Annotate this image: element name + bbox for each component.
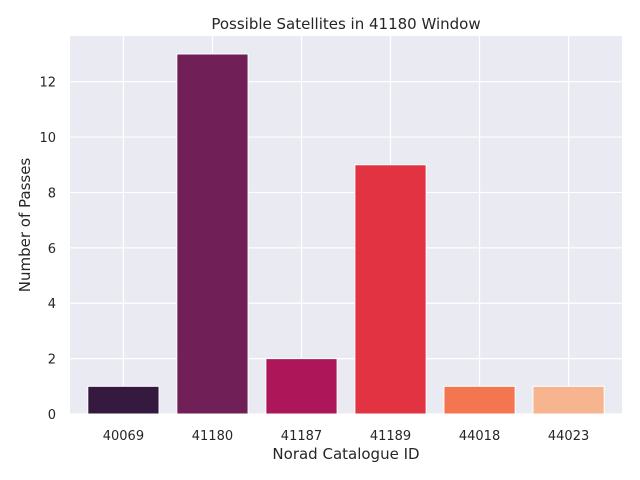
y-tick-label: 6	[48, 242, 56, 257]
x-axis-label: Norad Catalogue ID	[272, 445, 419, 463]
y-tick-label: 10	[39, 131, 56, 146]
x-tick-label: 41180	[192, 429, 233, 444]
plot-area	[70, 36, 622, 414]
bar-41189	[354, 164, 427, 415]
y-tick-label: 4	[48, 297, 56, 312]
x-tick-labels: 40069 41180 41187 41189 44018 44023	[103, 429, 590, 444]
x-tick-label: 44023	[548, 429, 589, 444]
y-tick-labels: 0 2 4 6 8 10 12	[39, 76, 56, 423]
bars	[87, 53, 605, 415]
y-tick-label: 12	[39, 76, 56, 91]
x-tick-label: 41187	[281, 429, 322, 444]
x-tick-label: 44018	[459, 429, 500, 444]
grid-lines	[70, 36, 622, 415]
bar-41187	[265, 358, 338, 415]
bar-44018	[443, 385, 516, 415]
chart-title: Possible Satellites in 41180 Window	[211, 15, 480, 33]
x-tick-label: 40069	[103, 429, 144, 444]
x-tick-label: 41189	[370, 429, 411, 444]
bar-44023	[532, 385, 605, 415]
bar-41180	[176, 53, 249, 415]
y-tick-label: 0	[48, 408, 56, 423]
y-tick-label: 8	[48, 186, 56, 201]
bar-40069	[87, 385, 160, 415]
y-axis-label: Number of Passes	[16, 158, 34, 293]
y-tick-label: 2	[48, 353, 56, 368]
